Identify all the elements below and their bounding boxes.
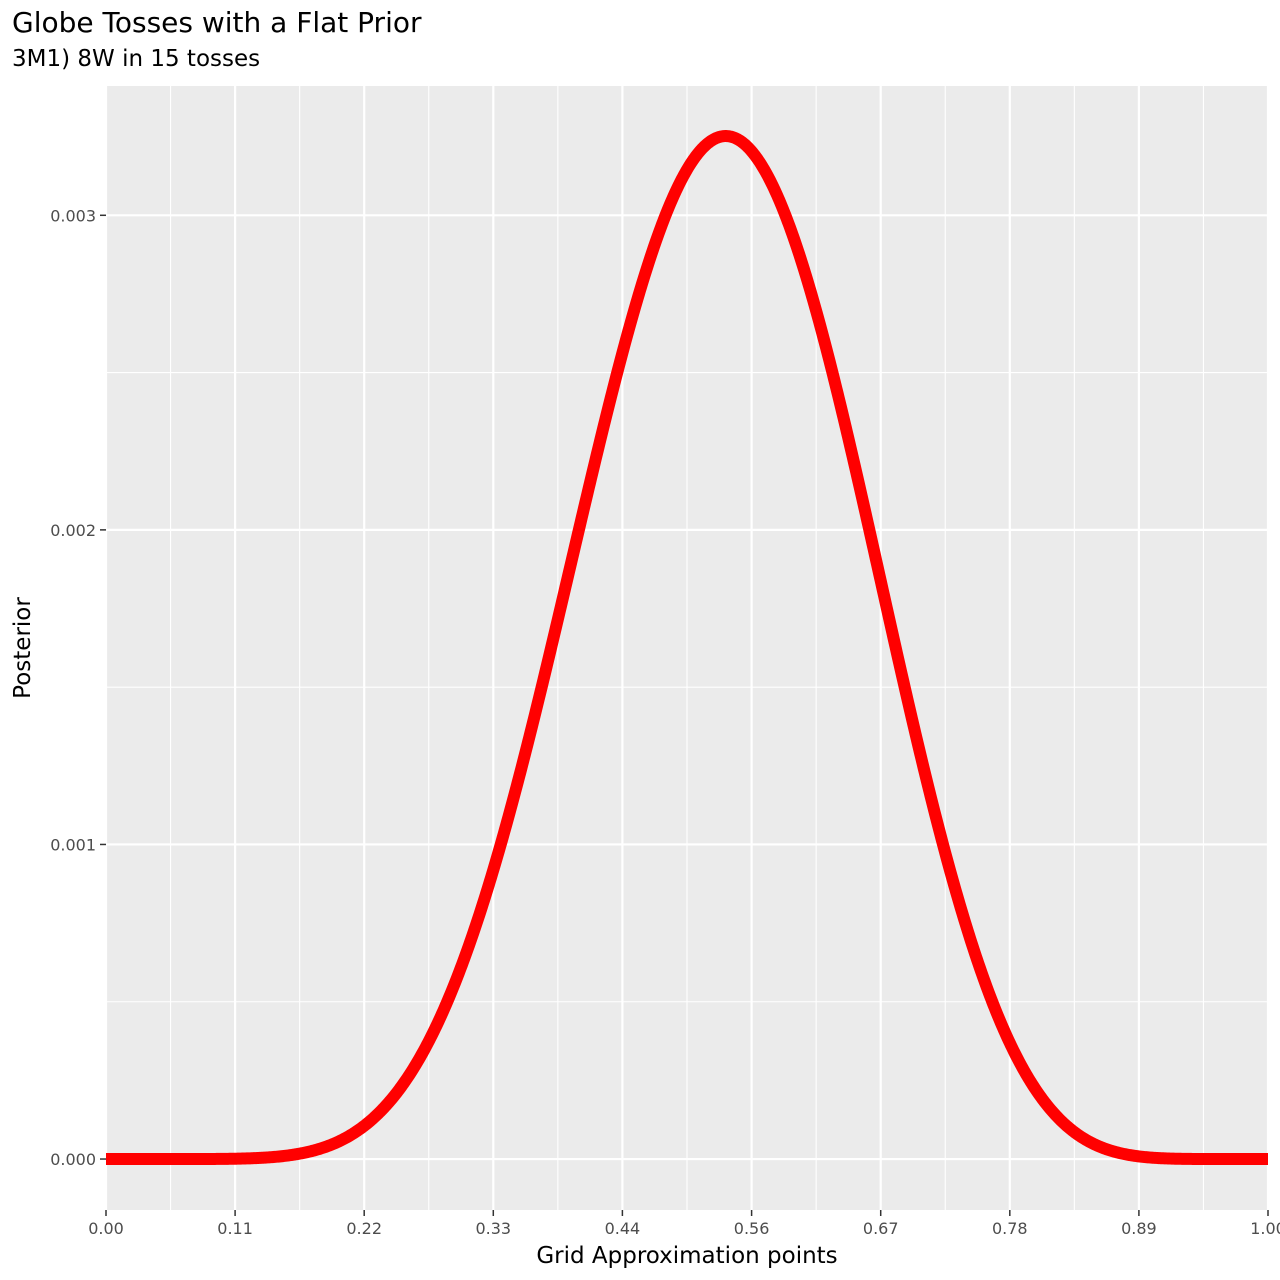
x-tick-label: 0.89 bbox=[1121, 1219, 1157, 1238]
x-tick-label: 0.00 bbox=[88, 1219, 124, 1238]
posterior-line bbox=[101, 130, 1273, 1166]
x-tick-label: 0.67 bbox=[863, 1219, 899, 1238]
x-tick-label: 0.33 bbox=[475, 1219, 511, 1238]
x-tick-label: 0.22 bbox=[346, 1219, 382, 1238]
x-tick-label: 1.00 bbox=[1250, 1219, 1280, 1238]
chart-subtitle: 3M1) 8W in 15 tosses bbox=[12, 46, 261, 72]
y-axis-title: Posterior bbox=[10, 597, 36, 699]
x-axis-title: Grid Approximation points bbox=[536, 1243, 837, 1269]
x-axis: 0.00 0.11 0.22 0.33 0.44 0.56 0.67 0.78 0.89 1.00 bbox=[88, 1210, 1280, 1238]
x-tick-label: 0.78 bbox=[992, 1219, 1028, 1238]
y-tick-label: 0.000 bbox=[50, 1150, 96, 1169]
series-layer bbox=[101, 130, 1273, 1166]
x-tick-label: 0.56 bbox=[734, 1219, 770, 1238]
y-axis: 0.000 0.001 0.002 0.003 bbox=[50, 206, 106, 1169]
x-tick-label: 0.44 bbox=[605, 1219, 641, 1238]
chart-title: Globe Tosses with a Flat Prior bbox=[12, 6, 422, 39]
y-tick-label: 0.003 bbox=[50, 206, 96, 225]
minor-gridlines bbox=[106, 86, 1268, 1210]
major-gridlines bbox=[104, 86, 1270, 1210]
y-tick-label: 0.002 bbox=[50, 521, 96, 540]
x-tick-label: 0.11 bbox=[217, 1219, 253, 1238]
y-tick-label: 0.001 bbox=[50, 835, 96, 854]
